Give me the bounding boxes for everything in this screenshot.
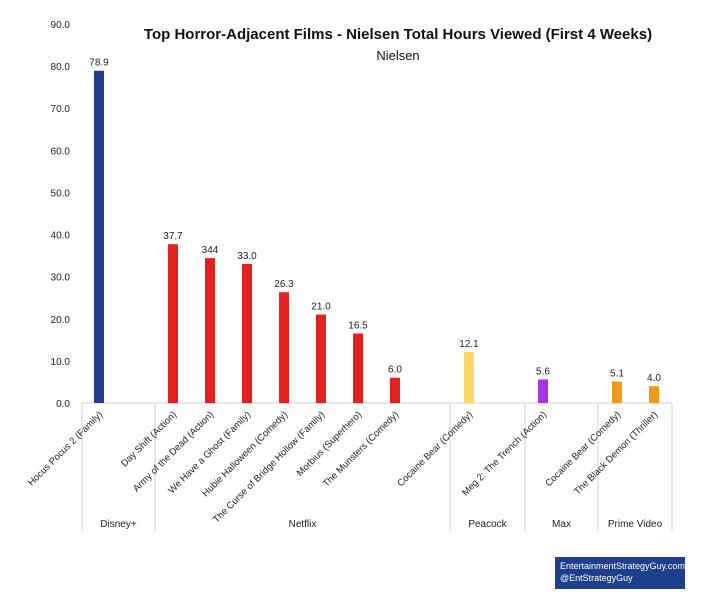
y-tick-label: 60.0 [51, 146, 71, 157]
data-label: 37.7 [163, 231, 183, 242]
data-label: 5.1 [610, 369, 624, 380]
bars [94, 70, 659, 403]
bar [612, 381, 622, 403]
group-label: Peacock [468, 519, 507, 530]
category-label: Cocaine Bear (Comedy) [395, 409, 475, 489]
bar [205, 258, 215, 403]
group-label: Prime Video [608, 519, 663, 530]
bar [464, 352, 474, 403]
data-label: 344 [202, 245, 219, 256]
y-tick-label: 80.0 [51, 62, 71, 73]
data-label: 6.0 [388, 365, 402, 376]
bar [390, 377, 400, 403]
y-tick-label: 90.0 [51, 20, 71, 31]
watermark-badge: EntertainmentStrategyGuy.com @EntStrateg… [555, 557, 685, 589]
watermark-handle: @EntStrategyGuy [560, 573, 633, 583]
bar [94, 70, 104, 403]
bar [316, 314, 326, 403]
y-tick-label: 70.0 [51, 104, 71, 115]
data-label: 78.9 [89, 58, 109, 69]
chart-subtitle: Nielsen [376, 48, 419, 63]
bar [353, 333, 363, 403]
bar [168, 244, 178, 403]
group-label: Max [552, 519, 571, 530]
chart-title: Top Horror-Adjacent Films - Nielsen Tota… [144, 26, 652, 43]
y-tick-label: 10.0 [51, 357, 71, 368]
data-labels: 78.9 37.7 344 33.0 26.3 21.0 16.5 6.0 12.1 5.6 5.1… [89, 58, 661, 384]
y-tick-label: 20.0 [51, 315, 71, 326]
category-label: Hocus Pocus 2 (Family) [26, 409, 105, 488]
bar [649, 386, 659, 403]
y-tick-label: 50.0 [51, 188, 71, 199]
group-labels: Disney+ Netflix Peacock Max Prime Video [100, 519, 662, 530]
category-label: Meg 2: The Trench (Action) [460, 409, 549, 498]
y-tick-label: 0.0 [56, 399, 70, 410]
data-label: 5.6 [536, 366, 550, 377]
category-label: The Munsters (Comedy) [321, 409, 401, 489]
y-axis: 0.0 10.0 20.0 30.0 40.0 50.0 60.0 70.0 80.0 90.0 [51, 20, 71, 410]
y-tick-label: 30.0 [51, 273, 71, 284]
category-label: Morbius (Superhero) [295, 409, 364, 478]
data-label: 12.1 [459, 339, 479, 350]
bar [279, 292, 289, 403]
bar [242, 264, 252, 403]
category-labels: Hocus Pocus 2 (Family) Day Shift (Action)… [26, 409, 660, 525]
x-axis [81, 402, 673, 531]
data-label: 33.0 [237, 251, 257, 262]
group-label: Netflix [289, 519, 317, 530]
data-label: 26.3 [274, 279, 294, 290]
data-label: 4.0 [647, 373, 661, 384]
bar [538, 379, 548, 403]
data-label: 21.0 [311, 302, 331, 313]
y-tick-label: 40.0 [51, 231, 71, 242]
data-label: 16.5 [348, 321, 368, 332]
group-label: Disney+ [100, 519, 137, 530]
watermark-website: EntertainmentStrategyGuy.com [560, 561, 685, 571]
